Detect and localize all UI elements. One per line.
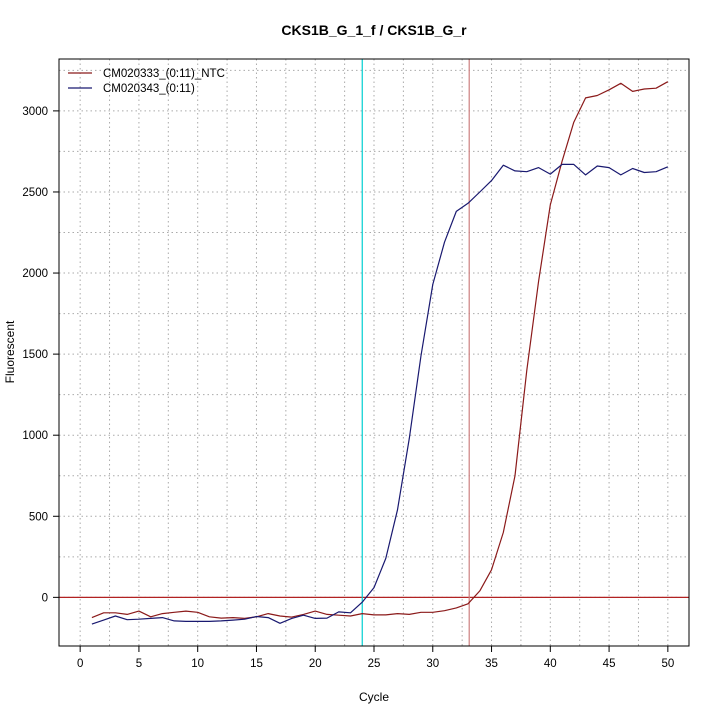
chart-title: CKS1B_G_1_f / CKS1B_G_r <box>281 22 467 38</box>
legend-label-1: CM020333_(0:11)_NTC <box>103 68 225 80</box>
grid-layer <box>59 59 689 646</box>
series-layer <box>91 81 669 625</box>
y-tick-label: 0 <box>42 592 48 604</box>
y-tick-label: 500 <box>29 511 48 523</box>
y-tick-label: 2000 <box>22 268 48 280</box>
x-tick-label: 10 <box>191 658 204 670</box>
x-tick-label: 15 <box>250 658 263 670</box>
y-tick-label: 3000 <box>22 106 48 118</box>
y-axis-label: Fluorescent <box>3 320 17 383</box>
x-tick-label: 20 <box>309 658 322 670</box>
legend: CM020333_(0:11)_NTC CM020343_(0:11) <box>68 68 225 95</box>
x-tick-label: 35 <box>485 658 498 670</box>
series-line-2 <box>91 163 669 625</box>
x-tick-label: 45 <box>603 658 616 670</box>
series-line-1 <box>91 81 669 620</box>
x-axis-label: Cycle <box>359 690 389 704</box>
marker-layer <box>59 59 689 646</box>
axis-layer: 0 5 10 15 20 25 30 35 40 45 5005001000150020002500… <box>22 106 674 670</box>
y-tick-label: 2500 <box>22 187 48 199</box>
x-tick-label: 50 <box>661 658 674 670</box>
x-tick-label: 25 <box>368 658 381 670</box>
x-tick-label: 30 <box>426 658 439 670</box>
legend-label-2: CM020343_(0:11) <box>103 83 195 95</box>
x-tick-label: 0 <box>77 658 83 670</box>
y-tick-label: 1500 <box>22 349 48 361</box>
y-tick-label: 1000 <box>22 430 48 442</box>
x-tick-label: 40 <box>544 658 557 670</box>
x-tick-label: 5 <box>136 658 142 670</box>
